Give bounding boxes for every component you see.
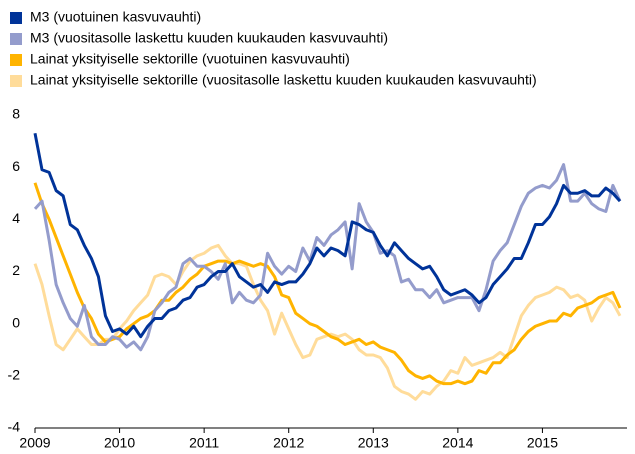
legend-swatch <box>10 33 22 45</box>
x-tick-label: 2014 <box>442 435 473 451</box>
x-tick-label: 2010 <box>104 435 135 451</box>
x-tick-label: 2012 <box>273 435 304 451</box>
series-line <box>33 132 622 339</box>
y-tick-label: 6 <box>12 158 20 174</box>
legend-swatch <box>10 75 22 87</box>
series-line <box>33 243 622 401</box>
y-tick-label: -4 <box>8 419 21 435</box>
legend-label: M3 (vuotuinen kasvuvauhti) <box>30 9 201 25</box>
legend-swatch <box>10 12 22 24</box>
x-tick-label: 2013 <box>358 435 389 451</box>
series-line <box>33 182 622 386</box>
y-tick-label: 0 <box>12 314 20 330</box>
y-tick-label: 8 <box>12 106 20 122</box>
legend-label: Lainat yksityiselle sektorille (vuositas… <box>30 72 537 88</box>
series-line <box>33 163 622 352</box>
legend-label: M3 (vuositasolle laskettu kuuden kuukaud… <box>30 30 388 46</box>
y-tick-label: 2 <box>12 262 20 278</box>
x-tick-label: 2011 <box>189 435 219 451</box>
legend-label: Lainat yksityiselle sektorille (vuotuine… <box>30 51 350 67</box>
y-tick-label: 4 <box>12 210 20 226</box>
y-tick-label: -2 <box>8 367 21 383</box>
legend-swatch <box>10 54 22 66</box>
x-tick-label: 2009 <box>19 435 50 451</box>
x-tick-label: 2015 <box>527 435 558 451</box>
